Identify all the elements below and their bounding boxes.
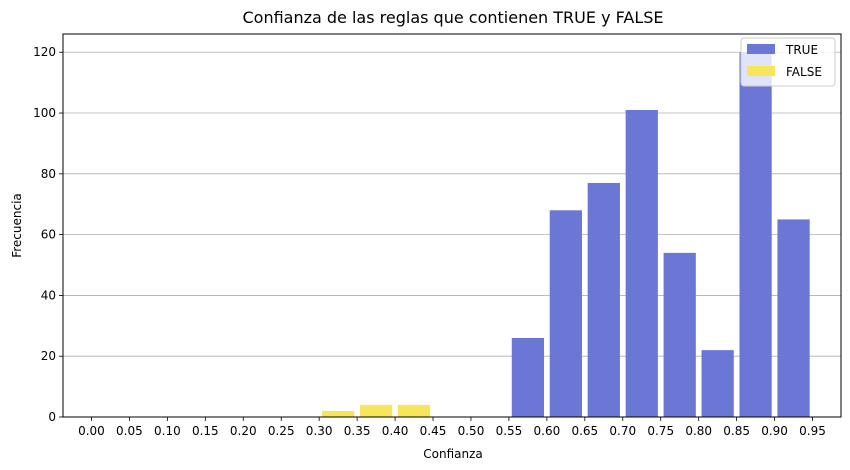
x-tick-label: 0.25 xyxy=(268,424,295,438)
legend-label-true: TRUE xyxy=(785,43,818,57)
x-tick-label: 0.15 xyxy=(192,424,219,438)
x-tick-label: 0.10 xyxy=(154,424,181,438)
grid-lines xyxy=(63,51,841,357)
chart-title: Confianza de las reglas que contienen TR… xyxy=(242,8,663,27)
x-tick-label: 0.35 xyxy=(344,424,371,438)
bars xyxy=(322,52,810,417)
bar-true xyxy=(739,52,772,417)
bar-false xyxy=(359,404,393,417)
bar-true xyxy=(625,109,658,417)
x-tick-label: 0.85 xyxy=(723,424,750,438)
y-tick-label: 0 xyxy=(48,410,56,424)
x-tick-label: 0.40 xyxy=(382,424,409,438)
bar-true xyxy=(587,182,620,417)
x-tick-label: 0.75 xyxy=(647,424,674,438)
legend-label-false: FALSE xyxy=(786,65,822,79)
bar-true xyxy=(511,337,545,417)
legend-swatch-false xyxy=(747,66,775,76)
bar-false xyxy=(322,410,355,417)
x-tick-label: 0.30 xyxy=(306,424,333,438)
y-tick-label: 60 xyxy=(41,228,56,242)
y-tick-label: 40 xyxy=(41,288,56,302)
x-axis: 0.00 0.05 0.10 0.15 0.20 0.25 0.30 0.35 0.40 0.45… xyxy=(78,417,826,438)
x-axis-label: Confianza xyxy=(423,447,483,461)
bar-true xyxy=(663,252,696,417)
y-tick-label: 100 xyxy=(33,106,56,120)
x-tick-label: 0.00 xyxy=(78,424,105,438)
bar-true xyxy=(549,210,582,417)
y-tick-label: 80 xyxy=(41,167,56,181)
plot-frame xyxy=(62,33,842,418)
bar-true xyxy=(701,350,734,417)
x-tick-label: 0.20 xyxy=(230,424,257,438)
x-tick-label: 0.05 xyxy=(116,424,143,438)
x-tick-label: 0.80 xyxy=(685,424,712,438)
x-tick-label: 0.55 xyxy=(496,424,523,438)
x-tick-label: 0.60 xyxy=(534,424,561,438)
x-tick-label: 0.65 xyxy=(571,424,598,438)
x-tick-label: 0.95 xyxy=(799,424,826,438)
y-tick-label: 120 xyxy=(33,45,56,59)
x-tick-label: 0.50 xyxy=(458,424,485,438)
y-tick-label: 20 xyxy=(41,349,56,363)
legend: TRUE FALSE xyxy=(740,37,836,87)
x-tick-label: 0.70 xyxy=(609,424,636,438)
y-axis-label: Frecuencia xyxy=(10,193,24,258)
bar-true xyxy=(777,219,810,417)
y-axis: 0 20 40 60 80 100 120 xyxy=(33,45,63,424)
x-tick-label: 0.90 xyxy=(761,424,788,438)
bar-false xyxy=(397,404,431,417)
x-tick-label: 0.45 xyxy=(420,424,447,438)
legend-swatch-true xyxy=(747,44,775,54)
